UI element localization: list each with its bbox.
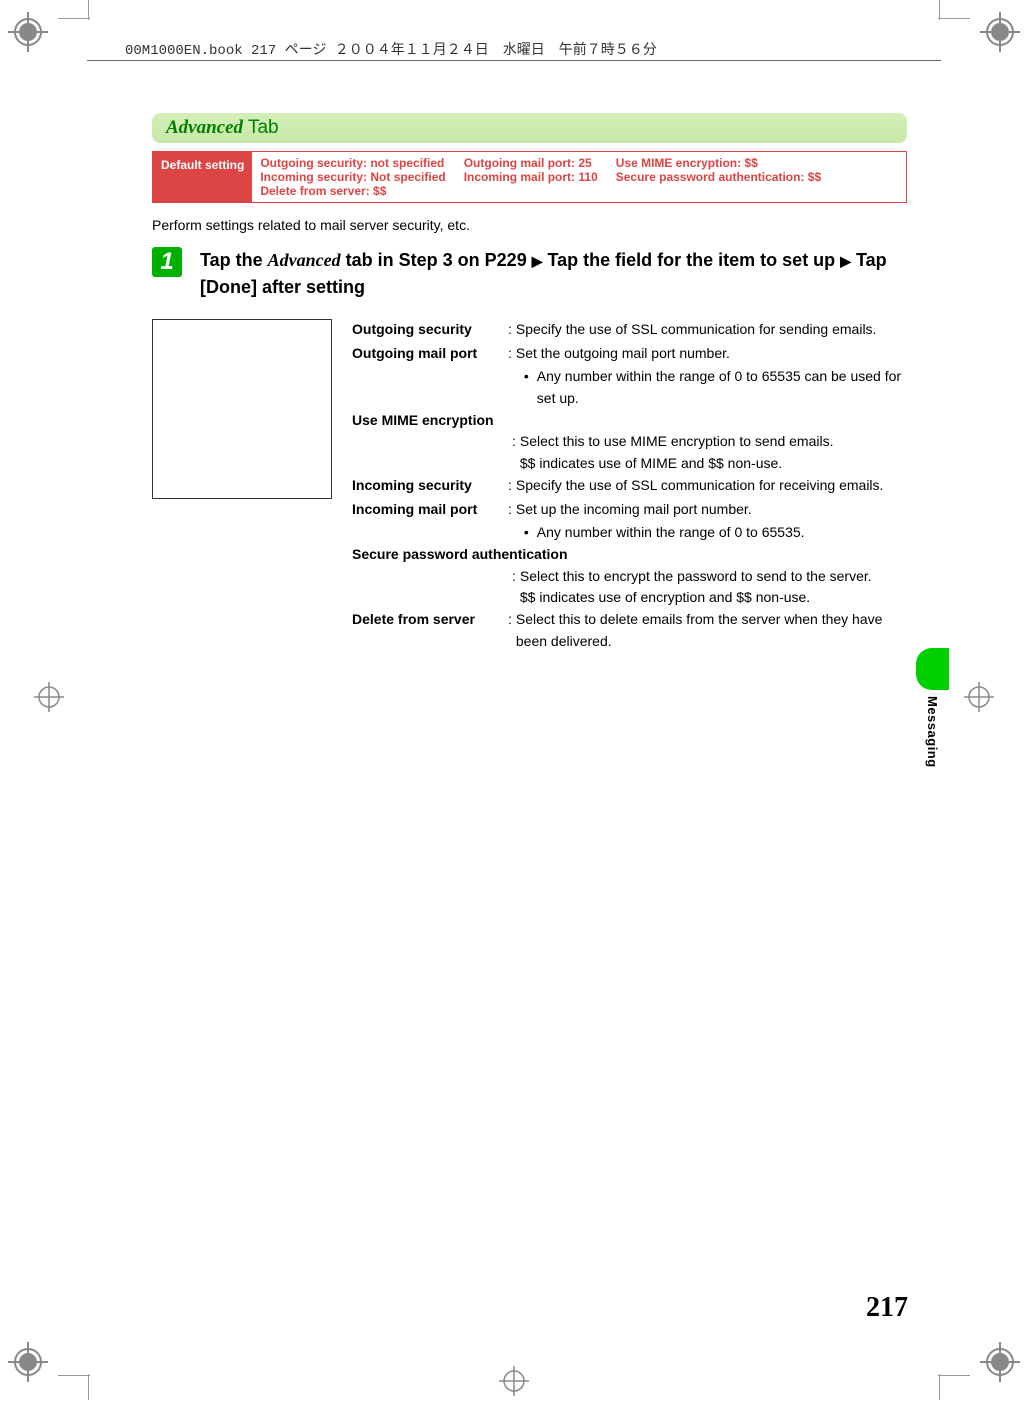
detail-desc: Set the outgoing mail port number. xyxy=(516,343,907,365)
page-number: 217 xyxy=(866,1292,908,1324)
step-instruction: Tap the Advanced tab in Step 3 on P229 ▶… xyxy=(200,247,907,301)
default-item: Secure password authentication: $$ xyxy=(616,170,821,184)
detail-desc: Specify the use of SSL communication for… xyxy=(516,475,907,497)
reg-mark-bottom xyxy=(499,1366,529,1396)
reg-mark-left xyxy=(34,682,64,712)
arrow-icon: ▶ xyxy=(532,253,543,269)
detail-label: Outgoing security xyxy=(352,319,504,341)
detail-desc: Select this to delete emails from the se… xyxy=(516,609,907,652)
crop-line xyxy=(938,18,970,19)
step-text-italic: Advanced xyxy=(268,250,341,270)
detail-desc: Select this to encrypt the password to s… xyxy=(520,566,907,588)
step-1: 1 Tap the Advanced tab in Step 3 on P229… xyxy=(152,247,907,301)
detail-label: Delete from server xyxy=(352,609,504,652)
step-text-part: tab in Step 3 on P229 xyxy=(341,250,532,270)
default-item: Incoming mail port: 110 xyxy=(464,170,598,184)
detail-note: $$ indicates use of encryption and $$ no… xyxy=(520,587,810,609)
side-tab-label: Messaging xyxy=(925,696,940,768)
step-text-part: Tap the field for the item to set up xyxy=(543,250,841,270)
detail-label: Outgoing mail port xyxy=(352,343,504,365)
detail-bullet: Any number within the range of 0 to 6553… xyxy=(537,522,805,544)
arrow-icon: ▶ xyxy=(840,253,851,269)
default-item: Use MIME encryption: $$ xyxy=(616,156,821,170)
default-item: Incoming security: Not specified xyxy=(260,170,445,184)
detail-label: Secure password authentication xyxy=(352,546,568,562)
side-tab-marker xyxy=(916,648,949,690)
crop-line xyxy=(939,1374,940,1400)
detail-desc: Select this to use MIME encryption to se… xyxy=(520,431,907,453)
detail-desc: Specify the use of SSL communication for… xyxy=(516,319,907,341)
default-settings-box: Default setting Outgoing security: not s… xyxy=(152,151,907,203)
crop-line xyxy=(88,0,89,20)
side-tab: Messaging xyxy=(916,648,949,768)
intro-text: Perform settings related to mail server … xyxy=(152,217,907,233)
reg-mark-tr xyxy=(986,18,1014,46)
section-title-italic: Advanced xyxy=(166,117,243,138)
detail-label: Incoming security xyxy=(352,475,504,497)
detail-section: Outgoing security: Specify the use of SS… xyxy=(152,319,907,654)
reg-mark-bl xyxy=(14,1348,42,1376)
detail-list: Outgoing security: Specify the use of SS… xyxy=(352,319,907,654)
default-item: Outgoing security: not specified xyxy=(260,156,445,170)
crop-line xyxy=(938,1375,970,1376)
detail-desc: Set up the incoming mail port number. xyxy=(516,499,907,521)
step-number-badge: 1 xyxy=(152,247,182,277)
reg-mark-br xyxy=(986,1348,1014,1376)
step-text-part: Tap the xyxy=(200,250,268,270)
detail-label: Incoming mail port xyxy=(352,499,504,521)
screenshot-placeholder xyxy=(152,319,332,499)
reg-mark-right xyxy=(964,682,994,712)
detail-note: $$ indicates use of MIME and $$ non-use. xyxy=(520,453,782,475)
reg-mark-tl xyxy=(14,18,42,46)
detail-label: Use MIME encryption xyxy=(352,412,494,428)
page-content: Advanced Tab Default setting Outgoing se… xyxy=(152,113,907,654)
detail-bullet: Any number within the range of 0 to 6553… xyxy=(537,366,907,409)
crop-line xyxy=(88,1374,89,1400)
print-header: 00M1000EN.book 217 ページ ２００４年１１月２４日 水曜日 午… xyxy=(125,39,657,59)
crop-line xyxy=(939,0,940,20)
default-settings-content: Outgoing security: not specified Incomin… xyxy=(252,152,829,202)
crop-line xyxy=(58,1375,90,1376)
header-rule xyxy=(87,60,941,61)
default-setting-label: Default setting xyxy=(153,152,252,202)
section-header: Advanced Tab xyxy=(152,113,907,143)
default-item: Delete from server: $$ xyxy=(260,184,445,198)
default-item: Outgoing mail port: 25 xyxy=(464,156,598,170)
crop-line xyxy=(58,18,90,19)
section-title-rest: Tab xyxy=(243,117,279,138)
